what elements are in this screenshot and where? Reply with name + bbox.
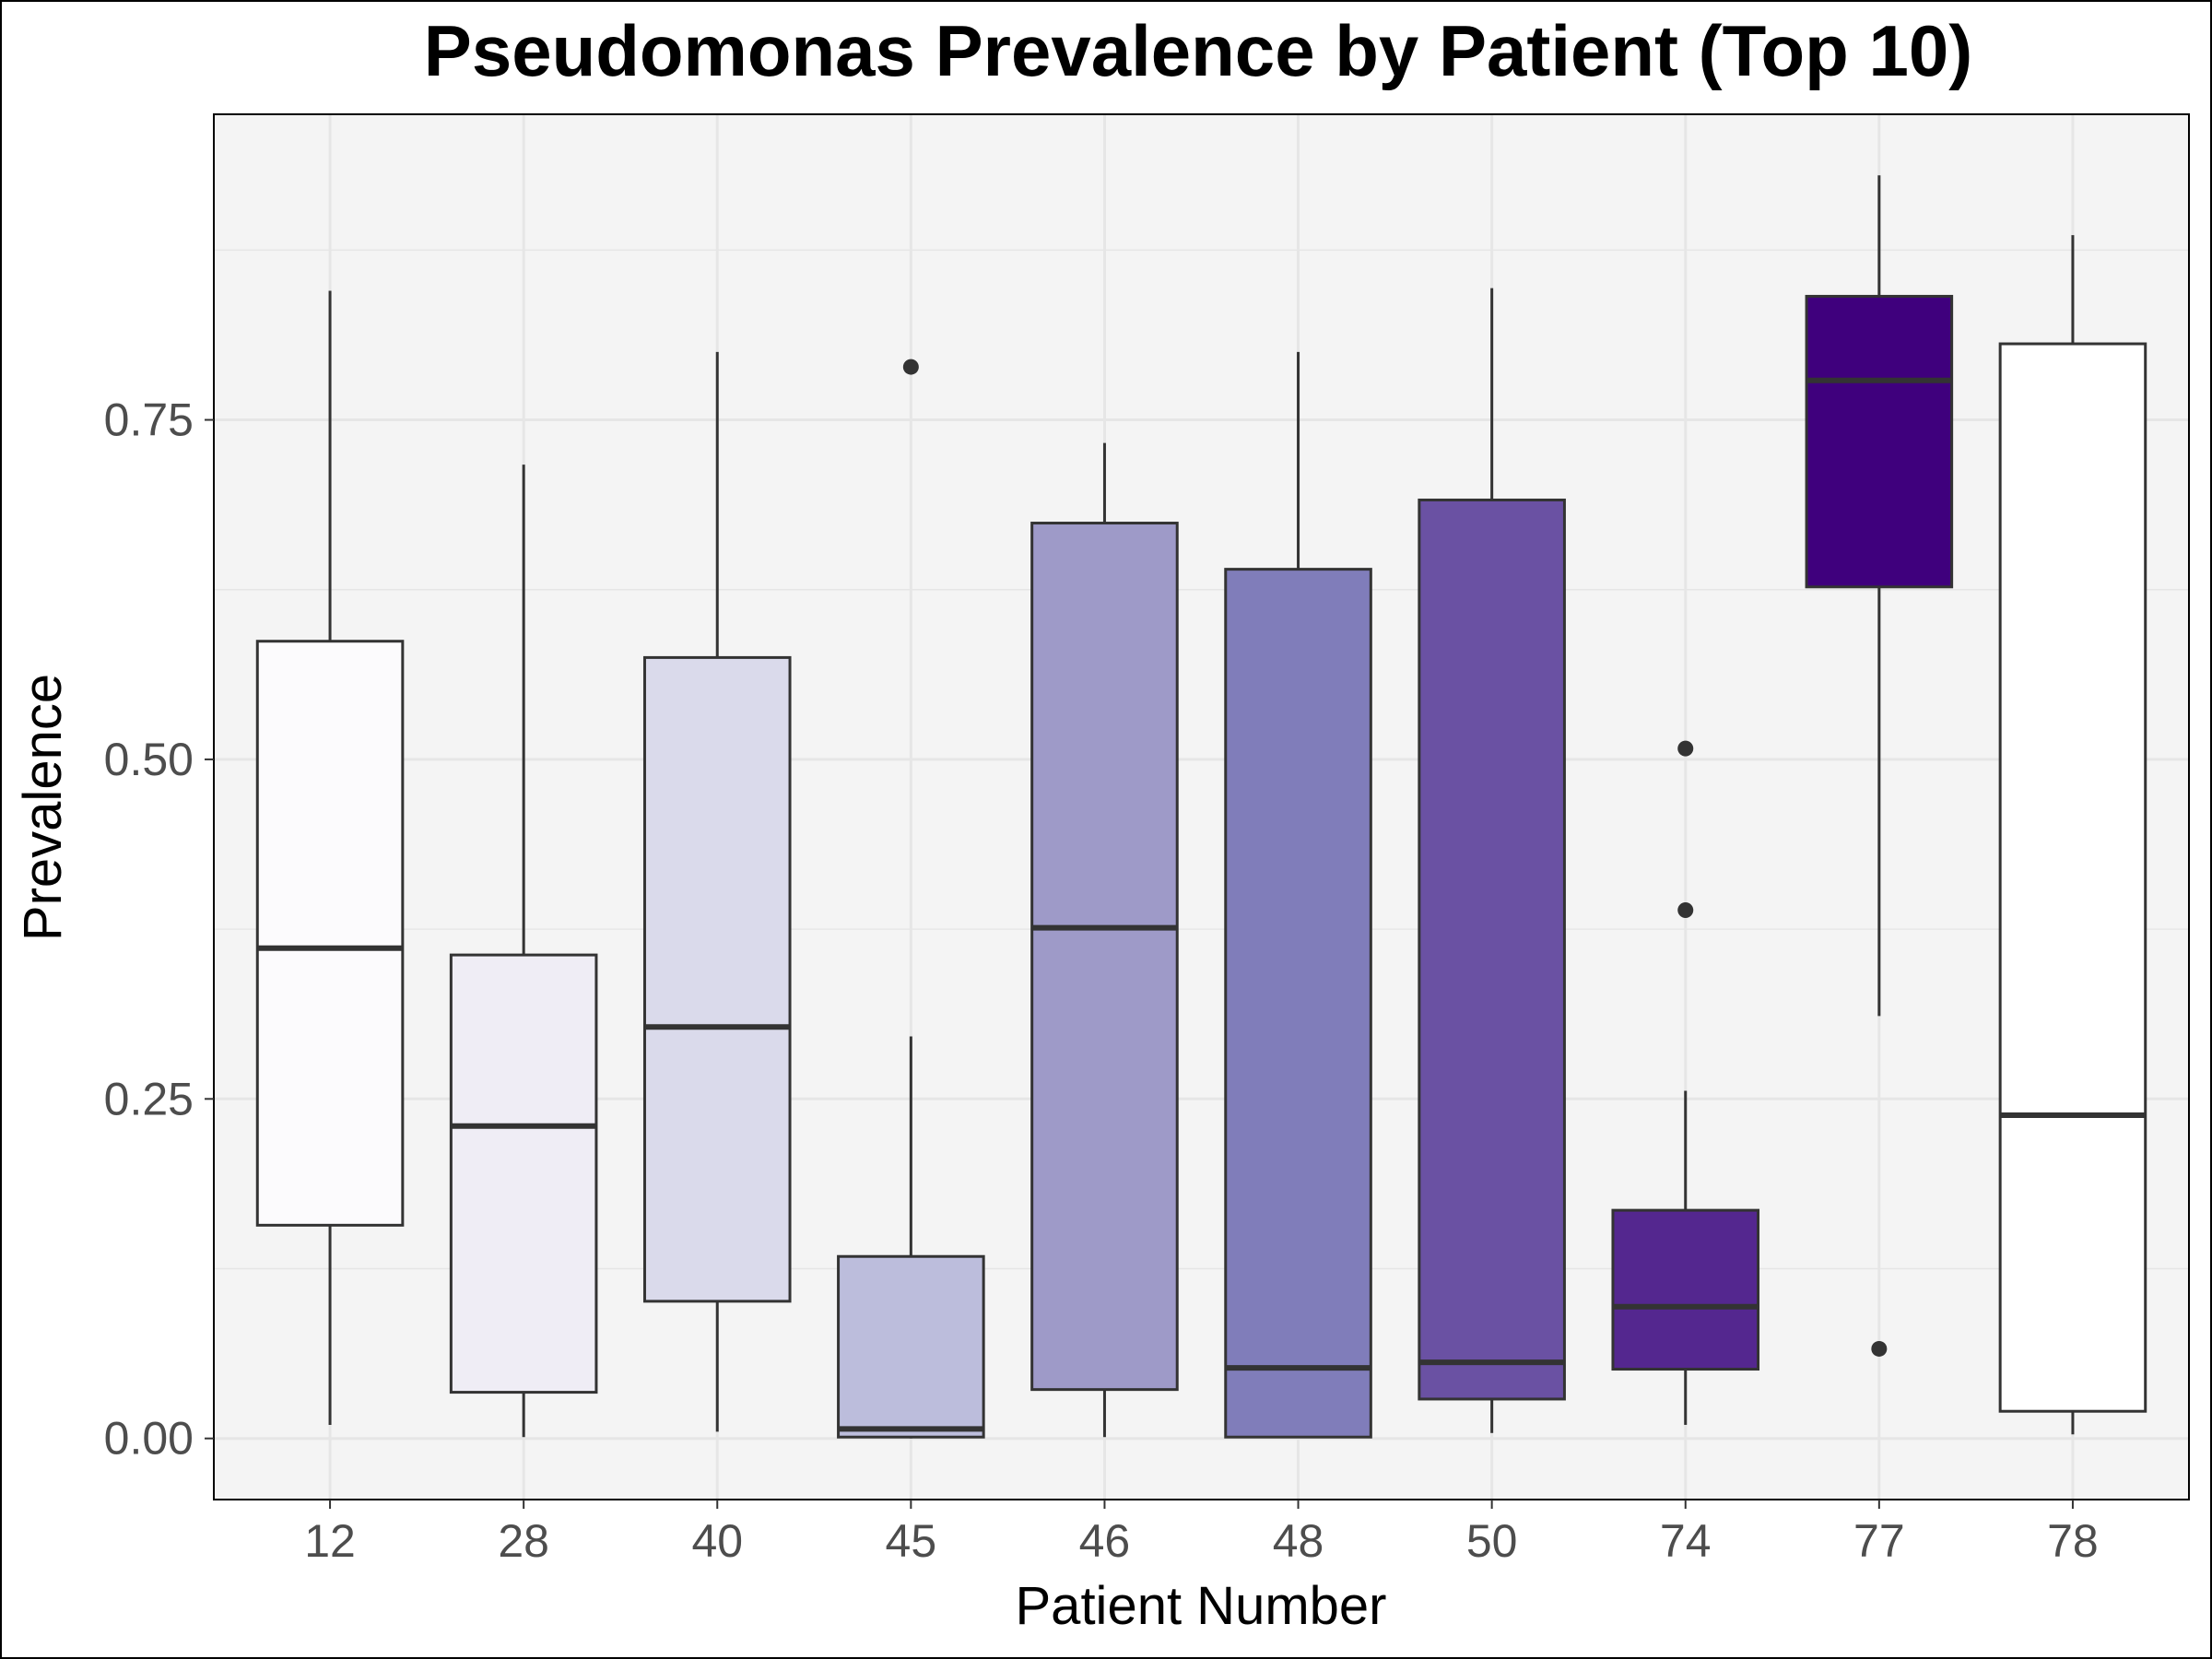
y-tick-label: 0.75 <box>104 394 194 446</box>
x-tick-label: 40 <box>691 1515 743 1567</box>
box-iqr <box>1611 1208 1760 1371</box>
outlier-point <box>1677 740 1694 757</box>
box-patient-74 <box>1611 740 1760 1425</box>
box-patient-45 <box>837 359 985 1439</box>
y-tick-label: 0.25 <box>104 1073 194 1124</box>
outlier-point <box>1677 901 1694 918</box>
x-tick-label: 46 <box>1079 1515 1131 1567</box>
plot-panel-border <box>213 113 2190 1500</box>
box-iqr <box>1998 342 2147 1413</box>
box-iqr <box>1805 294 1954 589</box>
box-iqr <box>255 640 405 1227</box>
y-axis-title: Prevalence <box>13 674 73 941</box>
x-axis-title: Patient Number <box>1016 1576 1387 1636</box>
x-tick-label: 77 <box>1853 1515 1905 1567</box>
box-iqr <box>449 953 598 1394</box>
x-axis-ticks: 12 28 40 45 46 48 50 74 77 78 <box>304 1500 2099 1567</box>
x-tick-label: 12 <box>304 1515 356 1567</box>
box-patient-12 <box>255 290 405 1425</box>
y-axis-ticks: 0.00 0.25 0.50 0.75 <box>104 394 214 1465</box>
box-patient-50 <box>1418 288 1566 1433</box>
box-iqr <box>642 655 792 1303</box>
box-patient-48 <box>1224 351 1372 1439</box>
box-patient-46 <box>1030 442 1179 1438</box>
x-tick-label: 74 <box>1660 1515 1712 1567</box>
x-tick-label: 48 <box>1273 1515 1324 1567</box>
box-iqr <box>1224 568 1372 1439</box>
box-patient-28 <box>449 465 598 1438</box>
x-tick-label: 50 <box>1466 1515 1518 1567</box>
box-patient-78 <box>1998 235 2147 1435</box>
box-iqr <box>1418 498 1566 1401</box>
x-tick-label: 78 <box>2047 1515 2099 1567</box>
box-patient-77 <box>1805 175 1954 1357</box>
x-tick-label: 28 <box>498 1515 549 1567</box>
outlier-point <box>902 359 919 375</box>
box-layer <box>255 175 2147 1439</box>
box-patient-40 <box>642 351 792 1432</box>
y-tick-label: 0.00 <box>104 1413 194 1465</box>
outlier-point <box>1871 1340 1888 1357</box>
y-tick-label: 0.50 <box>104 734 194 785</box>
box-iqr <box>1030 522 1179 1392</box>
x-tick-label: 45 <box>886 1515 937 1567</box>
chart-title: Pseudomonas Prevalence by Patient (Top 1… <box>424 10 1972 91</box>
box-iqr <box>837 1254 985 1439</box>
